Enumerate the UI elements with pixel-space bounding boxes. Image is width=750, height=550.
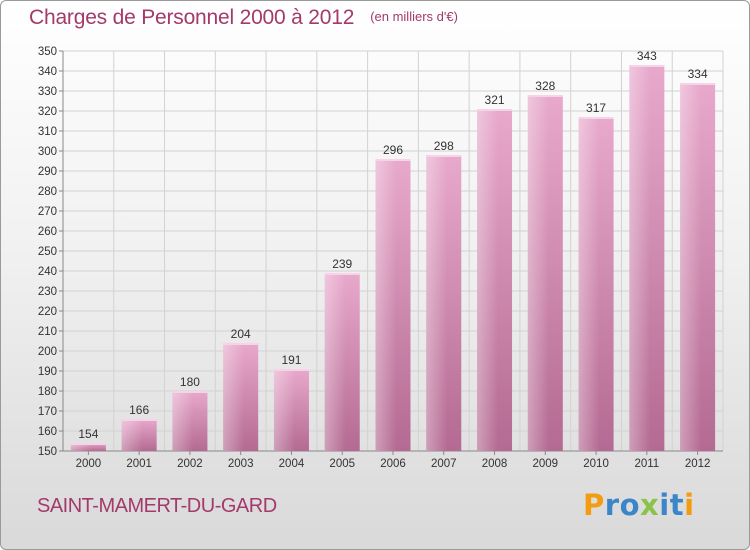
data-label: 317: [586, 101, 606, 115]
brand-letter: t: [669, 488, 685, 522]
brand-letter: x: [640, 488, 660, 522]
chart-unit: (en milliers d'€): [370, 9, 458, 24]
bar-highlight: [70, 443, 106, 451]
data-label: 298: [434, 139, 454, 153]
bar-highlight: [629, 65, 665, 451]
y-tick-label: 270: [38, 206, 57, 218]
y-tick-label: 330: [38, 86, 57, 98]
bar-top-edge: [273, 369, 309, 371]
x-tick-label: 2006: [380, 458, 406, 470]
chart-title-text: Charges de Personnel 2000 à 2012: [29, 6, 355, 29]
x-tick-label: 2010: [583, 458, 609, 470]
bar-highlight: [426, 155, 462, 451]
data-label: 334: [688, 67, 708, 81]
bar-top-edge: [324, 273, 360, 275]
y-tick-label: 180: [38, 386, 57, 398]
x-tick-label: 2012: [685, 458, 711, 470]
bar-highlight: [121, 419, 157, 451]
x-tick-label: 2003: [228, 458, 254, 470]
y-tick-label: 280: [38, 186, 57, 198]
y-tick-label: 200: [38, 346, 57, 358]
x-tick-label: 2011: [634, 458, 659, 470]
x-tick-label: 2008: [482, 458, 508, 470]
data-label: 328: [535, 79, 555, 93]
bar-highlight: [223, 343, 259, 451]
y-tick-label: 160: [38, 426, 57, 438]
town-name: SAINT-MAMERT-DU-GARD: [37, 495, 277, 517]
brand-logo[interactable]: Proxiti: [583, 488, 695, 522]
y-tick-label: 250: [38, 246, 57, 258]
bar-highlight: [324, 273, 360, 451]
x-tick-label: 2007: [431, 458, 457, 470]
x-tick-label: 2000: [76, 458, 102, 470]
y-tick-label: 230: [38, 286, 57, 298]
y-tick-label: 170: [38, 406, 57, 418]
y-tick-label: 320: [38, 106, 57, 118]
bar-highlight: [578, 117, 614, 451]
brand-letter: i: [659, 488, 670, 522]
y-tick-label: 190: [38, 366, 57, 378]
data-label: 180: [180, 375, 200, 389]
y-tick-label: 350: [38, 46, 57, 58]
bar-highlight: [375, 159, 411, 451]
bar-highlight: [680, 83, 716, 451]
y-tick-label: 310: [38, 126, 57, 138]
y-tick-label: 220: [38, 306, 57, 318]
bar-top-edge: [172, 391, 208, 393]
bar-highlight: [527, 95, 563, 451]
x-tick-label: 2001: [126, 458, 152, 470]
bar-top-edge: [477, 109, 513, 111]
bar-top-edge: [375, 159, 411, 161]
x-tick-label: 2004: [279, 458, 305, 470]
bar-top-edge: [629, 65, 665, 67]
x-tick-label: 2002: [177, 458, 203, 470]
data-labels: 154 166 180 204 191 239 296 298 321 328 317 343 334: [78, 49, 708, 441]
data-label: 343: [637, 49, 657, 63]
bar-highlight: [477, 109, 513, 451]
bar-top-edge: [680, 83, 716, 85]
bars: [70, 65, 716, 451]
data-label: 166: [129, 403, 149, 417]
brand-letter: r: [604, 488, 620, 522]
data-label: 321: [485, 93, 505, 107]
data-label: 204: [231, 327, 251, 341]
y-tick-label: 290: [38, 166, 57, 178]
data-label: 296: [383, 143, 403, 157]
bar-top-edge: [70, 443, 106, 445]
bar-top-edge: [527, 95, 563, 97]
y-tick-label: 150: [38, 446, 57, 458]
x-tick-label: 2005: [329, 458, 355, 470]
data-label: 154: [78, 427, 98, 441]
data-label: 191: [281, 353, 301, 367]
x-tick-label: 2009: [533, 458, 559, 470]
y-tick-label: 260: [38, 226, 57, 238]
bar-top-edge: [426, 155, 462, 157]
bar-top-edge: [223, 343, 259, 345]
y-tick-label: 340: [38, 66, 57, 78]
brand-letter: P: [583, 488, 605, 522]
bar-highlight: [172, 391, 208, 451]
y-tick-label: 240: [38, 266, 57, 278]
y-tick-label: 300: [38, 146, 57, 158]
data-label: 239: [332, 257, 352, 271]
brand-letter: o: [619, 488, 641, 522]
y-tick-label: 210: [38, 326, 57, 338]
bar-top-edge: [121, 419, 157, 421]
chart-title: Charges de Personnel 2000 à 2012 (en mill…: [29, 6, 458, 30]
bar-top-edge: [578, 117, 614, 119]
brand-letter: i: [684, 488, 695, 522]
bar-highlight: [273, 369, 309, 451]
